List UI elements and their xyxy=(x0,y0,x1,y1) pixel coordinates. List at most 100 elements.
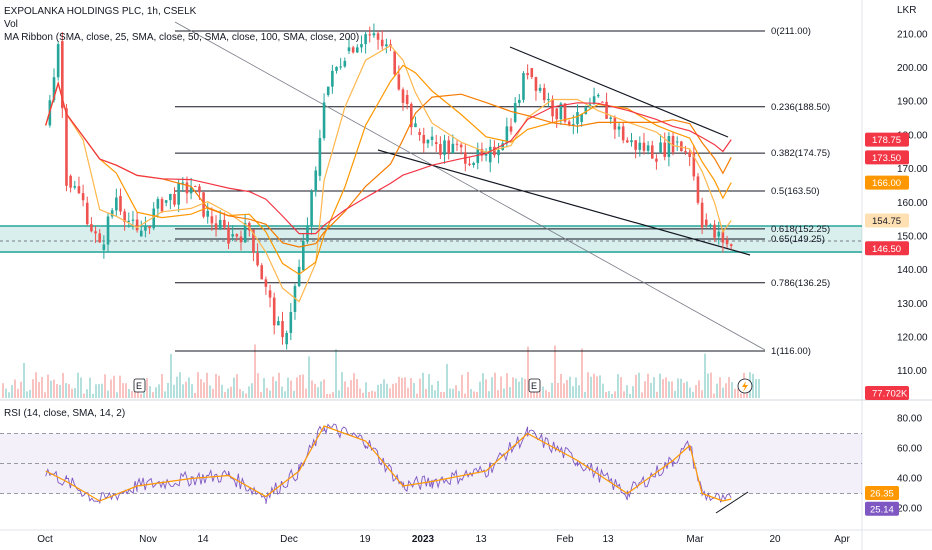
candle-body xyxy=(293,286,297,313)
candle-body xyxy=(613,117,617,130)
volume-bar xyxy=(692,391,694,398)
candle xyxy=(655,154,658,170)
time-axis-label: Apr xyxy=(834,534,850,545)
volume-bar xyxy=(230,386,232,398)
volume-bar xyxy=(269,390,271,398)
volume-bar xyxy=(719,377,721,398)
volume-bar xyxy=(197,372,199,398)
candle xyxy=(293,283,297,320)
candle xyxy=(513,97,517,124)
candle xyxy=(613,115,617,139)
candle xyxy=(61,31,64,118)
fib-level-label: 0.786(136.25) xyxy=(771,278,830,289)
volume-bar xyxy=(662,379,664,398)
volume-bar xyxy=(683,382,685,398)
rsi-legend: RSI (14, close, SMA, 14, 2) xyxy=(4,407,125,420)
volume-bar xyxy=(497,390,499,398)
candle-body xyxy=(534,77,538,91)
volume-bar xyxy=(479,381,481,398)
volume-bar xyxy=(233,377,235,398)
candle-body xyxy=(123,211,126,222)
rsi-badge: 26.35 xyxy=(865,485,899,500)
candle xyxy=(169,193,172,210)
price-tick-label: 210.00 xyxy=(897,29,928,40)
volume-bar xyxy=(524,378,526,398)
price-badge: 154.75 xyxy=(865,213,909,228)
time-axis-label: 13 xyxy=(475,534,487,545)
candle xyxy=(725,235,729,248)
candle-body xyxy=(646,145,650,151)
candle-body xyxy=(264,279,268,287)
volume-bar xyxy=(710,372,712,398)
volume-bar xyxy=(152,392,154,398)
ma-ribbon-legend[interactable]: MA Ribbon (SMA, close, 25, SMA, close, 5… xyxy=(4,32,360,43)
candle xyxy=(335,66,338,74)
volume-bar xyxy=(410,378,412,398)
volume-bar xyxy=(707,373,709,398)
candle-body xyxy=(372,33,376,36)
volume-bar xyxy=(2,383,4,398)
earnings-box xyxy=(528,378,541,393)
candle xyxy=(480,142,484,162)
rsi-title[interactable]: RSI (14, close, SMA, 14, 2) xyxy=(4,408,126,419)
volume-bar xyxy=(398,376,400,398)
volume-bar xyxy=(626,385,628,398)
candle xyxy=(626,137,629,144)
candle-body xyxy=(401,89,405,103)
candle xyxy=(451,134,455,154)
volume-bar xyxy=(155,387,157,398)
volume-bar xyxy=(104,374,106,398)
volume-bar xyxy=(332,392,334,398)
candle xyxy=(281,311,284,345)
candle-body xyxy=(318,138,322,176)
volume-bar xyxy=(326,393,328,398)
candle-body xyxy=(439,144,442,155)
volume-bar xyxy=(518,381,520,398)
volume-bar xyxy=(425,388,427,398)
candle xyxy=(684,145,687,155)
candle xyxy=(247,221,251,237)
candle-body xyxy=(638,142,642,150)
candle xyxy=(272,292,276,335)
candle-body xyxy=(202,192,205,217)
candle-body xyxy=(198,186,201,193)
volume-bar xyxy=(116,392,118,398)
candle-body xyxy=(310,191,313,226)
candle xyxy=(646,141,650,155)
volume-bar xyxy=(287,377,289,398)
candle xyxy=(73,180,77,190)
candle xyxy=(488,139,492,173)
volume-bar xyxy=(278,372,280,398)
volume-bar xyxy=(86,389,88,398)
volume-bar xyxy=(185,381,187,398)
candle xyxy=(218,210,222,231)
symbol-title[interactable]: EXPOLANKA HOLDINGS PLC, 1h, CSELK xyxy=(4,6,197,17)
rsi-ma-line xyxy=(45,425,732,502)
volume-bar xyxy=(533,390,535,398)
fib-level-label: 0.5(163.50) xyxy=(771,186,820,197)
candle xyxy=(530,67,534,80)
candle-body xyxy=(418,132,421,135)
candle-body xyxy=(559,103,563,120)
candle xyxy=(310,189,313,235)
candle-body xyxy=(235,234,239,237)
volume-bar xyxy=(680,378,682,398)
candle-body xyxy=(297,266,301,287)
volume-bar xyxy=(587,372,589,398)
candle-body xyxy=(239,236,243,243)
volume-bar xyxy=(632,386,634,398)
price-badge-label: 77.702K xyxy=(872,389,908,400)
candle xyxy=(443,134,446,164)
candle-body xyxy=(642,142,646,151)
volume-bar xyxy=(32,379,34,398)
time-axis-label: Dec xyxy=(280,534,298,545)
candle-body xyxy=(231,234,234,237)
candle xyxy=(223,212,226,230)
volume-bar xyxy=(173,384,175,398)
volume-bar xyxy=(581,348,583,398)
earnings-letter: E xyxy=(136,381,142,391)
candle-body xyxy=(252,229,255,253)
volume-legend[interactable]: Vol xyxy=(4,19,18,30)
volume-bar xyxy=(599,375,601,398)
